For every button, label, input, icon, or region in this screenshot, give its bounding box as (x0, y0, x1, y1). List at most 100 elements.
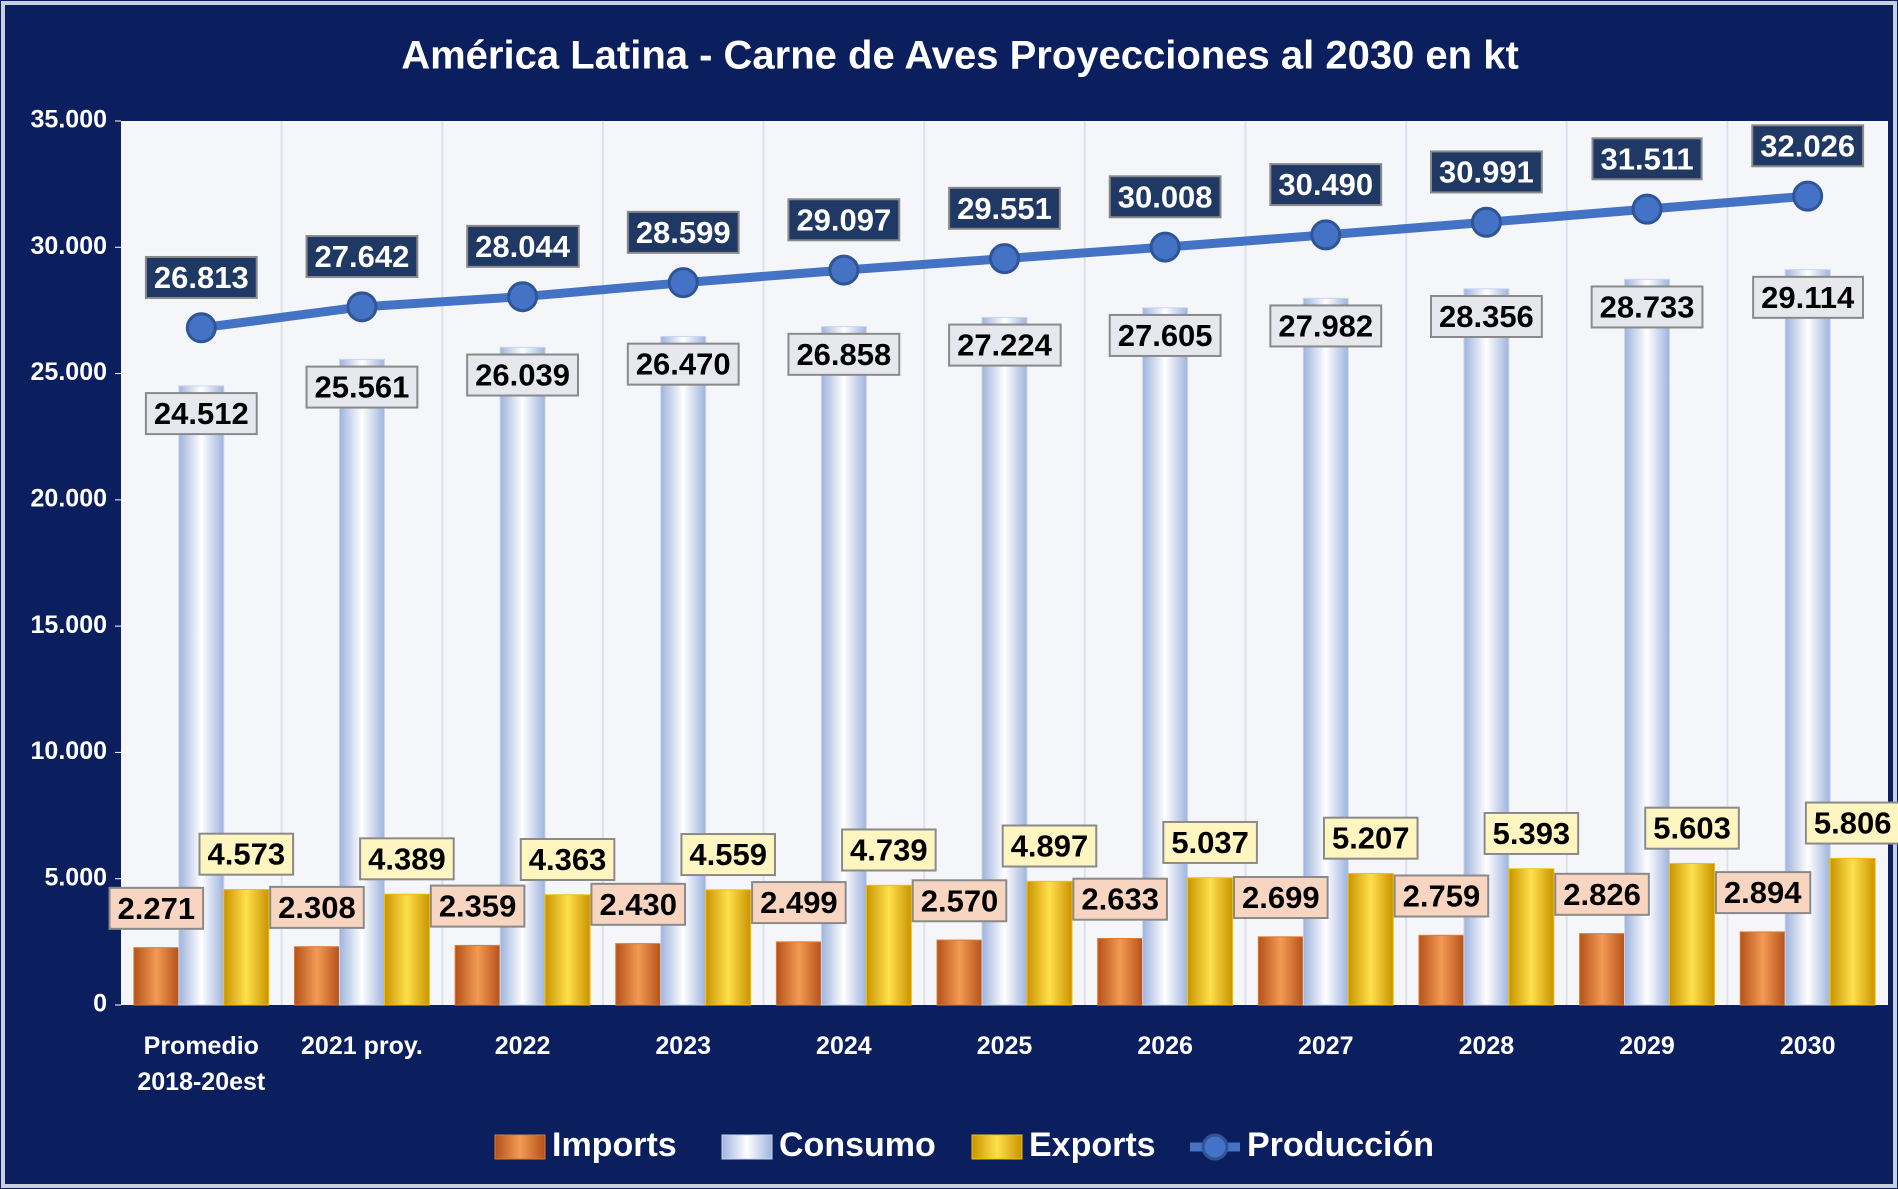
chart-title: América Latina - Carne de Aves Proyeccio… (401, 34, 1519, 78)
bar (293, 946, 340, 1006)
data-label: 2.308 (278, 890, 356, 925)
data-label: 26.470 (636, 347, 731, 382)
legend-swatch (494, 1134, 546, 1160)
data-label-box (144, 392, 258, 436)
marker (828, 254, 860, 286)
data-label-box (787, 198, 901, 242)
data-label: 2.826 (1563, 877, 1641, 912)
bar (1418, 934, 1465, 1006)
bar (1187, 877, 1234, 1006)
data-label: 27.642 (315, 239, 410, 274)
data-label-box (1269, 163, 1383, 207)
x-tick-label: 2021 proy. (301, 1032, 423, 1060)
data-label-box (1644, 806, 1740, 850)
data-label: 28.044 (475, 229, 571, 264)
data-label: 29.114 (1761, 280, 1855, 315)
marker (507, 281, 539, 313)
data-label-box (751, 881, 847, 925)
y-tick-label: 0 (93, 990, 107, 1018)
x-tick-label: 2024 (816, 1032, 872, 1060)
data-label-box (1804, 801, 1898, 845)
y-tick-label: 20.000 (31, 484, 107, 512)
marker (989, 243, 1020, 275)
data-label: 27.224 (957, 328, 1053, 363)
data-label: 4.739 (850, 832, 928, 867)
data-label: 28.733 (1600, 289, 1695, 324)
data-label-box (1162, 820, 1258, 864)
data-label-box (108, 886, 205, 930)
x-tick-label: 2025 (976, 1032, 1033, 1060)
data-label-box (466, 224, 580, 268)
bar (775, 941, 822, 1006)
data-label-box (590, 882, 687, 926)
x-tick-label: 2023 (655, 1032, 712, 1060)
bar (705, 889, 752, 1006)
bar (1257, 936, 1304, 1006)
data-label: 2.759 (1403, 879, 1481, 914)
marker (185, 312, 217, 344)
data-label: 28.599 (636, 215, 731, 250)
data-label: 28.356 (1439, 299, 1534, 334)
data-label-box (1108, 313, 1222, 357)
x-tick-label: 2029 (1619, 1032, 1675, 1060)
data-label-box (1233, 876, 1329, 920)
legend-swatch (971, 1134, 1023, 1160)
data-label-box (1429, 294, 1543, 338)
data-label-box (1554, 872, 1650, 916)
data-label-box (198, 832, 295, 876)
data-label-box (1322, 816, 1419, 860)
bar (544, 894, 591, 1006)
marker (1470, 206, 1502, 238)
data-label: 2.499 (760, 885, 838, 920)
data-label: 5.207 (1332, 821, 1410, 856)
data-label-box (841, 828, 937, 872)
bar (615, 943, 662, 1006)
marker (1631, 193, 1663, 225)
data-label: 30.490 (1278, 167, 1373, 202)
data-label: 2.633 (1081, 882, 1159, 917)
data-label: 5.603 (1653, 811, 1731, 846)
data-label: 2.570 (921, 883, 999, 918)
x-tick-label: 2028 (1458, 1032, 1515, 1060)
data-label-box (1393, 874, 1490, 918)
data-label-box (626, 210, 740, 254)
data-label: 2.430 (599, 887, 677, 922)
y-tick-label: 35.000 (31, 106, 107, 134)
data-label-box (1108, 175, 1222, 219)
data-label: 30.008 (1118, 179, 1213, 214)
data-label-box (1590, 285, 1704, 329)
y-tick-label: 10.000 (31, 737, 107, 765)
bar (1829, 857, 1876, 1006)
bar (223, 888, 270, 1006)
x-tick-label: 2026 (1137, 1032, 1193, 1060)
data-label: 25.561 (315, 370, 410, 405)
data-label: 2.271 (118, 891, 196, 926)
data-label: 2.359 (439, 889, 517, 924)
data-label: 5.806 (1814, 806, 1892, 841)
legend-label: Producción (1247, 1126, 1434, 1164)
data-label: 27.605 (1118, 318, 1213, 353)
legend-label: Imports (552, 1126, 677, 1164)
data-label: 2.894 (1724, 875, 1802, 910)
bar (1669, 862, 1716, 1006)
data-label-box (948, 323, 1062, 367)
legend-label: Consumo (779, 1126, 936, 1164)
data-label: 26.858 (796, 337, 891, 372)
bar (1026, 880, 1073, 1006)
y-tick-label: 5.000 (44, 863, 107, 891)
bar (936, 939, 983, 1006)
data-label: 4.559 (689, 837, 767, 872)
data-label-box (269, 885, 365, 929)
data-label-box (787, 332, 901, 376)
data-label: 2.699 (1242, 880, 1320, 915)
data-label-box (1001, 824, 1098, 868)
y-tick-label: 15.000 (31, 611, 107, 639)
bar (1508, 868, 1555, 1006)
data-label-box (305, 235, 419, 279)
data-label: 27.982 (1278, 308, 1373, 343)
bar (1739, 931, 1786, 1006)
legend-label: Exports (1029, 1126, 1156, 1164)
